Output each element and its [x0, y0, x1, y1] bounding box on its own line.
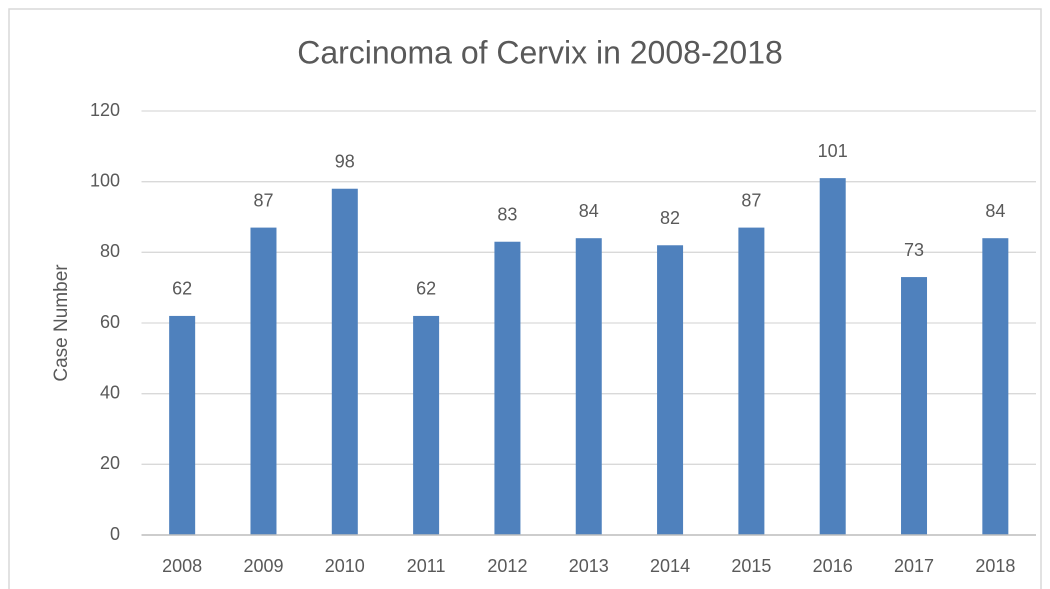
x-tick-label: 2013: [569, 556, 609, 576]
chart-frame: [8, 8, 1042, 589]
x-tick-label: 2017: [894, 556, 934, 576]
data-label: 82: [660, 208, 680, 228]
bar: [657, 245, 684, 535]
bar: [738, 227, 765, 535]
y-tick-label: 40: [100, 382, 120, 402]
x-tick-label: 2014: [650, 556, 690, 576]
data-label: 62: [172, 279, 192, 299]
bar: [575, 238, 602, 535]
bar: [982, 238, 1009, 535]
bar: [413, 315, 440, 535]
x-tick-label: 2015: [731, 556, 771, 576]
x-tick-label: 2008: [162, 556, 202, 576]
bar: [250, 227, 277, 535]
x-tick-label: 2009: [243, 556, 283, 576]
y-axis-label: Case Number: [51, 264, 72, 382]
data-label: 73: [904, 240, 924, 260]
bar: [901, 277, 928, 535]
data-label: 87: [741, 190, 761, 210]
x-tick-label: 2018: [975, 556, 1015, 576]
chart-title: Carcinoma of Cervix in 2008-2018: [297, 34, 783, 70]
data-label: 87: [253, 190, 273, 210]
y-tick-label: 120: [90, 100, 120, 120]
y-tick-label: 80: [100, 241, 120, 261]
data-label: 84: [985, 201, 1005, 221]
data-label: 62: [416, 279, 436, 299]
data-label: 83: [497, 204, 517, 224]
data-label: 84: [579, 201, 599, 221]
data-label: 98: [335, 151, 355, 171]
bar: [169, 315, 196, 535]
x-tick-label: 2016: [813, 556, 853, 576]
x-tick-label: 2011: [407, 556, 446, 576]
bar: [819, 178, 846, 535]
bar: [494, 241, 521, 535]
x-tick-label: 2010: [325, 556, 365, 576]
y-tick-label: 60: [100, 312, 120, 332]
y-tick-label: 0: [110, 524, 120, 544]
bar: [331, 188, 358, 535]
data-label: 101: [818, 141, 848, 161]
y-tick-label: 20: [100, 453, 120, 473]
x-tick-label: 2012: [487, 556, 527, 576]
y-tick-label: 100: [90, 170, 120, 190]
